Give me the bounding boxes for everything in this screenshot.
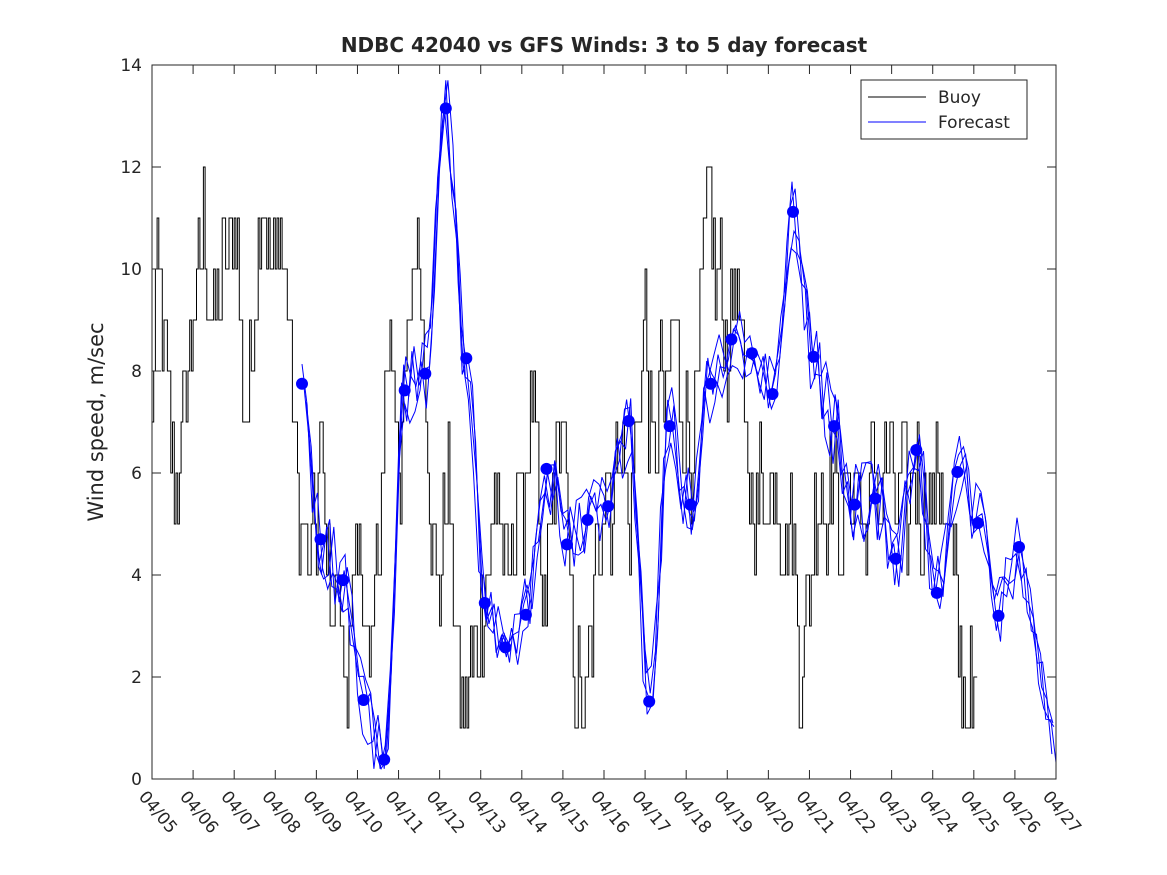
forecast-point [499,641,512,654]
forecast-point [951,466,964,478]
forecast-point [889,552,902,565]
legend: Buoy Forecast [860,79,1028,140]
forecast-point [828,420,841,433]
forecast-point [398,384,411,397]
y-tick-label: 14 [120,56,142,76]
forecast-point [357,694,370,706]
legend-forecast-label: Forecast [938,113,1010,133]
forecast-point [1013,541,1025,553]
forecast-point [869,492,882,505]
forecast-point [540,462,553,475]
forecast-point [766,388,779,400]
forecast-point [460,352,473,365]
forecast-point [684,498,697,511]
forecast-point [561,538,573,551]
forecast-series-line [307,106,1054,769]
forecast-point [910,444,923,456]
y-tick-label: 4 [131,566,142,586]
y-tick-label: 0 [131,770,142,790]
plot-area [152,65,1056,779]
legend-box [860,79,1028,140]
y-tick-label: 8 [131,362,142,382]
forecast-point [663,420,676,433]
legend-buoy-label: Buoy [938,88,981,108]
forecast-point [745,347,758,360]
forecast-point [581,513,594,526]
buoy-series-line [152,166,978,729]
y-tick-label: 12 [120,158,142,178]
forecast-point [519,608,532,621]
forecast-point [848,498,861,511]
data-layer [152,80,1057,771]
forecast-point [314,533,327,546]
forecast-point [602,500,615,513]
forecast-point [787,205,799,218]
forecast-point [971,517,984,529]
forecast-point [337,574,350,587]
y-tick-label: 6 [131,464,142,484]
forecast-point [378,753,391,766]
forecast-point [704,377,717,390]
forecast-point [930,586,943,599]
y-axis-label: Wind speed, m/sec [84,322,108,521]
forecast-point [419,367,432,380]
forecast-point [478,597,491,609]
y-tick-label: 10 [120,260,142,280]
forecast-point [439,102,452,115]
forecast-point [296,377,308,390]
chart-title: NDBC 42040 vs GFS Winds: 3 to 5 day fore… [341,33,868,57]
y-tick-label: 2 [131,668,142,688]
forecast-point [622,415,635,427]
forecast-point [643,695,656,708]
forecast-point [992,609,1005,622]
forecast-series-line [301,80,1053,769]
forecast-point [725,333,738,346]
forecast-point [807,350,820,363]
